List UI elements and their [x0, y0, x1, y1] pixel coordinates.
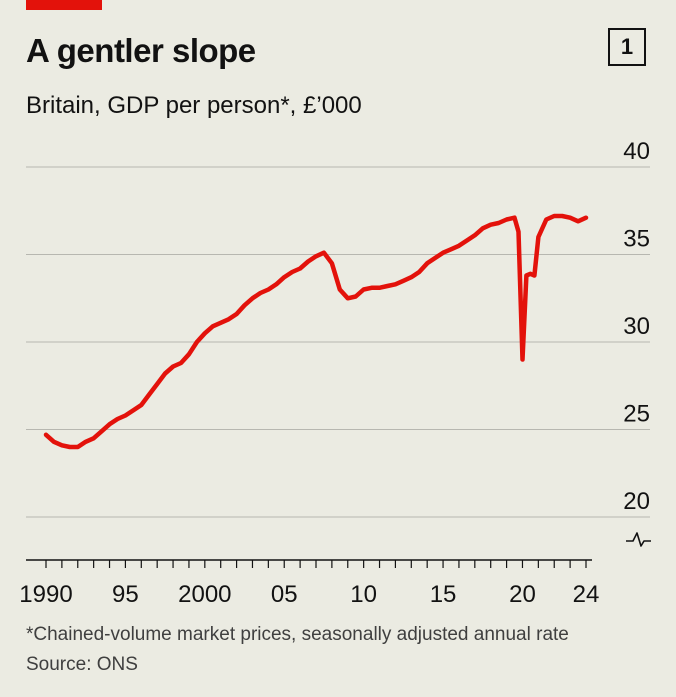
series-layer [43, 213, 589, 450]
y-axis-break [626, 532, 651, 547]
brand-red-tag [26, 0, 102, 10]
x-tick-label-10: 10 [350, 581, 377, 608]
x-tick-label-05: 05 [271, 581, 298, 608]
footnote: *Chained-volume market prices, seasonall… [26, 624, 569, 645]
gridlines [26, 166, 650, 518]
x-tick-label-15: 15 [430, 581, 457, 608]
y-tick-label-25: 25 [623, 401, 650, 428]
y-tick-label-35: 35 [623, 226, 650, 253]
x-axis: 1990 95 2000 05 10 15 20 24 [19, 559, 600, 608]
x-tick-label-2000: 2000 [178, 581, 231, 608]
x-tick-label-1990: 1990 [19, 581, 72, 608]
chart-title: A gentler slope [26, 32, 256, 69]
series-line-0 [43, 213, 589, 450]
chart-subtitle: Britain, GDP per person*, £’000 [26, 92, 362, 119]
y-tick-label-30: 30 [623, 313, 650, 340]
axis-break-icon [626, 532, 651, 547]
y-axis-labels: 20 25 30 35 40 [623, 138, 650, 515]
x-tick-label-20: 20 [509, 581, 536, 608]
source-note: Source: ONS [26, 654, 138, 675]
chart-number-badge: 1 [608, 28, 646, 66]
y-tick-label-20: 20 [623, 488, 650, 515]
y-tick-label-40: 40 [623, 138, 650, 165]
x-tick-label-95: 95 [112, 581, 139, 608]
x-tick-label-24: 24 [573, 581, 600, 608]
